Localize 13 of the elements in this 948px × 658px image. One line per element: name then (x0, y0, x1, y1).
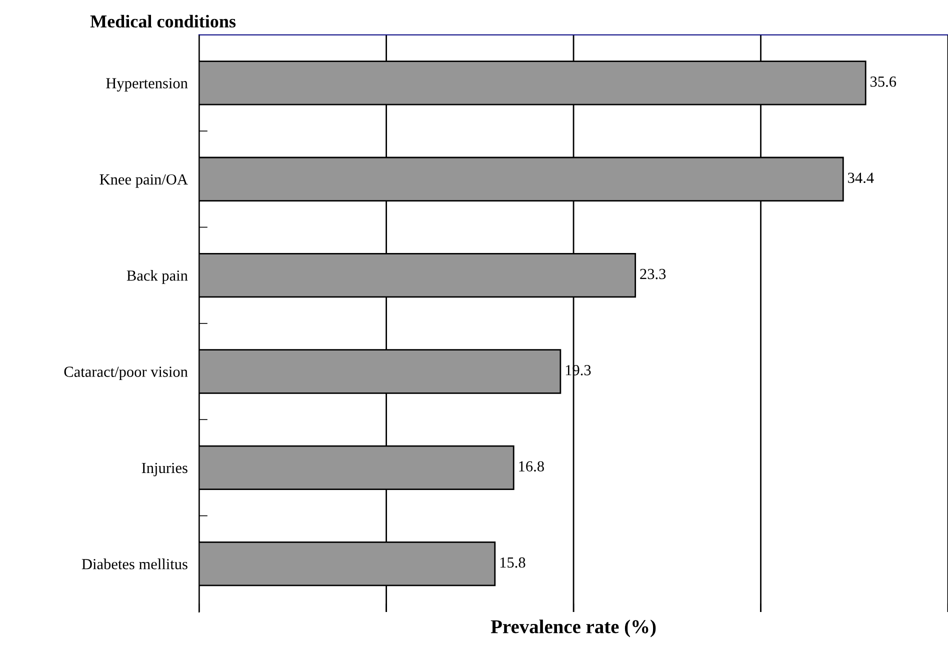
data-label: 23.3 (640, 268, 666, 280)
y-tick-label: Hypertension (106, 78, 188, 92)
y-tick-label: Diabetes mellitus (82, 558, 188, 570)
y-tick-label: Knee pain/OA (100, 174, 188, 188)
y-tick-label: Cataract/poor vision (64, 366, 188, 380)
data-label: 34.4 (848, 172, 874, 184)
x-axis-title: Prevalence rate (%) (490, 620, 656, 638)
data-label: 16.8 (519, 461, 544, 472)
y-tick-label: Back pain (126, 270, 188, 284)
data-label: 35.6 (870, 76, 896, 87)
chart-title: Medical conditions (90, 14, 236, 28)
data-label: 15.8 (500, 557, 526, 568)
y-tick-label: Injuries (142, 462, 188, 476)
